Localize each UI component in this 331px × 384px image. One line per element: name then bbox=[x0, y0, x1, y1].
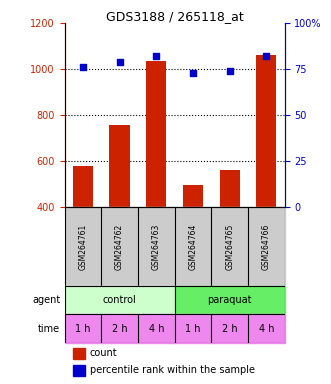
Text: GSM264763: GSM264763 bbox=[152, 223, 161, 270]
Bar bbox=[256, 55, 276, 207]
Bar bbox=[175, 286, 285, 314]
Bar bbox=[175, 314, 211, 343]
Text: GSM264762: GSM264762 bbox=[115, 223, 124, 270]
Text: 1 h: 1 h bbox=[75, 324, 91, 334]
Bar bbox=[65, 207, 101, 286]
Bar bbox=[211, 314, 248, 343]
Text: 4 h: 4 h bbox=[259, 324, 274, 334]
Bar bbox=[65, 286, 175, 314]
Text: control: control bbox=[103, 295, 136, 305]
Bar bbox=[65, 314, 101, 343]
Bar bbox=[110, 126, 130, 207]
Bar bbox=[73, 166, 93, 207]
Text: 2 h: 2 h bbox=[222, 324, 237, 334]
Point bbox=[117, 59, 122, 65]
Bar bbox=[183, 185, 203, 207]
Text: GSM264761: GSM264761 bbox=[78, 223, 87, 270]
Point bbox=[190, 70, 196, 76]
Bar bbox=[175, 207, 211, 286]
Text: GSM264764: GSM264764 bbox=[188, 223, 198, 270]
Point bbox=[154, 53, 159, 59]
Point bbox=[227, 68, 232, 74]
Text: paraquat: paraquat bbox=[208, 295, 252, 305]
Bar bbox=[138, 207, 175, 286]
Text: agent: agent bbox=[32, 295, 60, 305]
Bar bbox=[146, 61, 166, 207]
Text: time: time bbox=[38, 324, 60, 334]
Bar bbox=[138, 314, 175, 343]
Bar bbox=[248, 207, 285, 286]
Text: GSM264765: GSM264765 bbox=[225, 223, 234, 270]
Bar bbox=[101, 314, 138, 343]
Bar bbox=[248, 314, 285, 343]
Point bbox=[264, 53, 269, 59]
Bar bbox=[73, 365, 85, 376]
Text: GSM264766: GSM264766 bbox=[262, 223, 271, 270]
Bar bbox=[101, 207, 138, 286]
Text: percentile rank within the sample: percentile rank within the sample bbox=[90, 366, 255, 376]
Point bbox=[80, 64, 85, 70]
Text: 2 h: 2 h bbox=[112, 324, 127, 334]
Title: GDS3188 / 265118_at: GDS3188 / 265118_at bbox=[106, 10, 244, 23]
Text: 1 h: 1 h bbox=[185, 324, 201, 334]
Text: 4 h: 4 h bbox=[149, 324, 164, 334]
Bar bbox=[219, 170, 240, 207]
Bar bbox=[73, 348, 85, 359]
Bar bbox=[211, 207, 248, 286]
Text: count: count bbox=[90, 348, 118, 358]
